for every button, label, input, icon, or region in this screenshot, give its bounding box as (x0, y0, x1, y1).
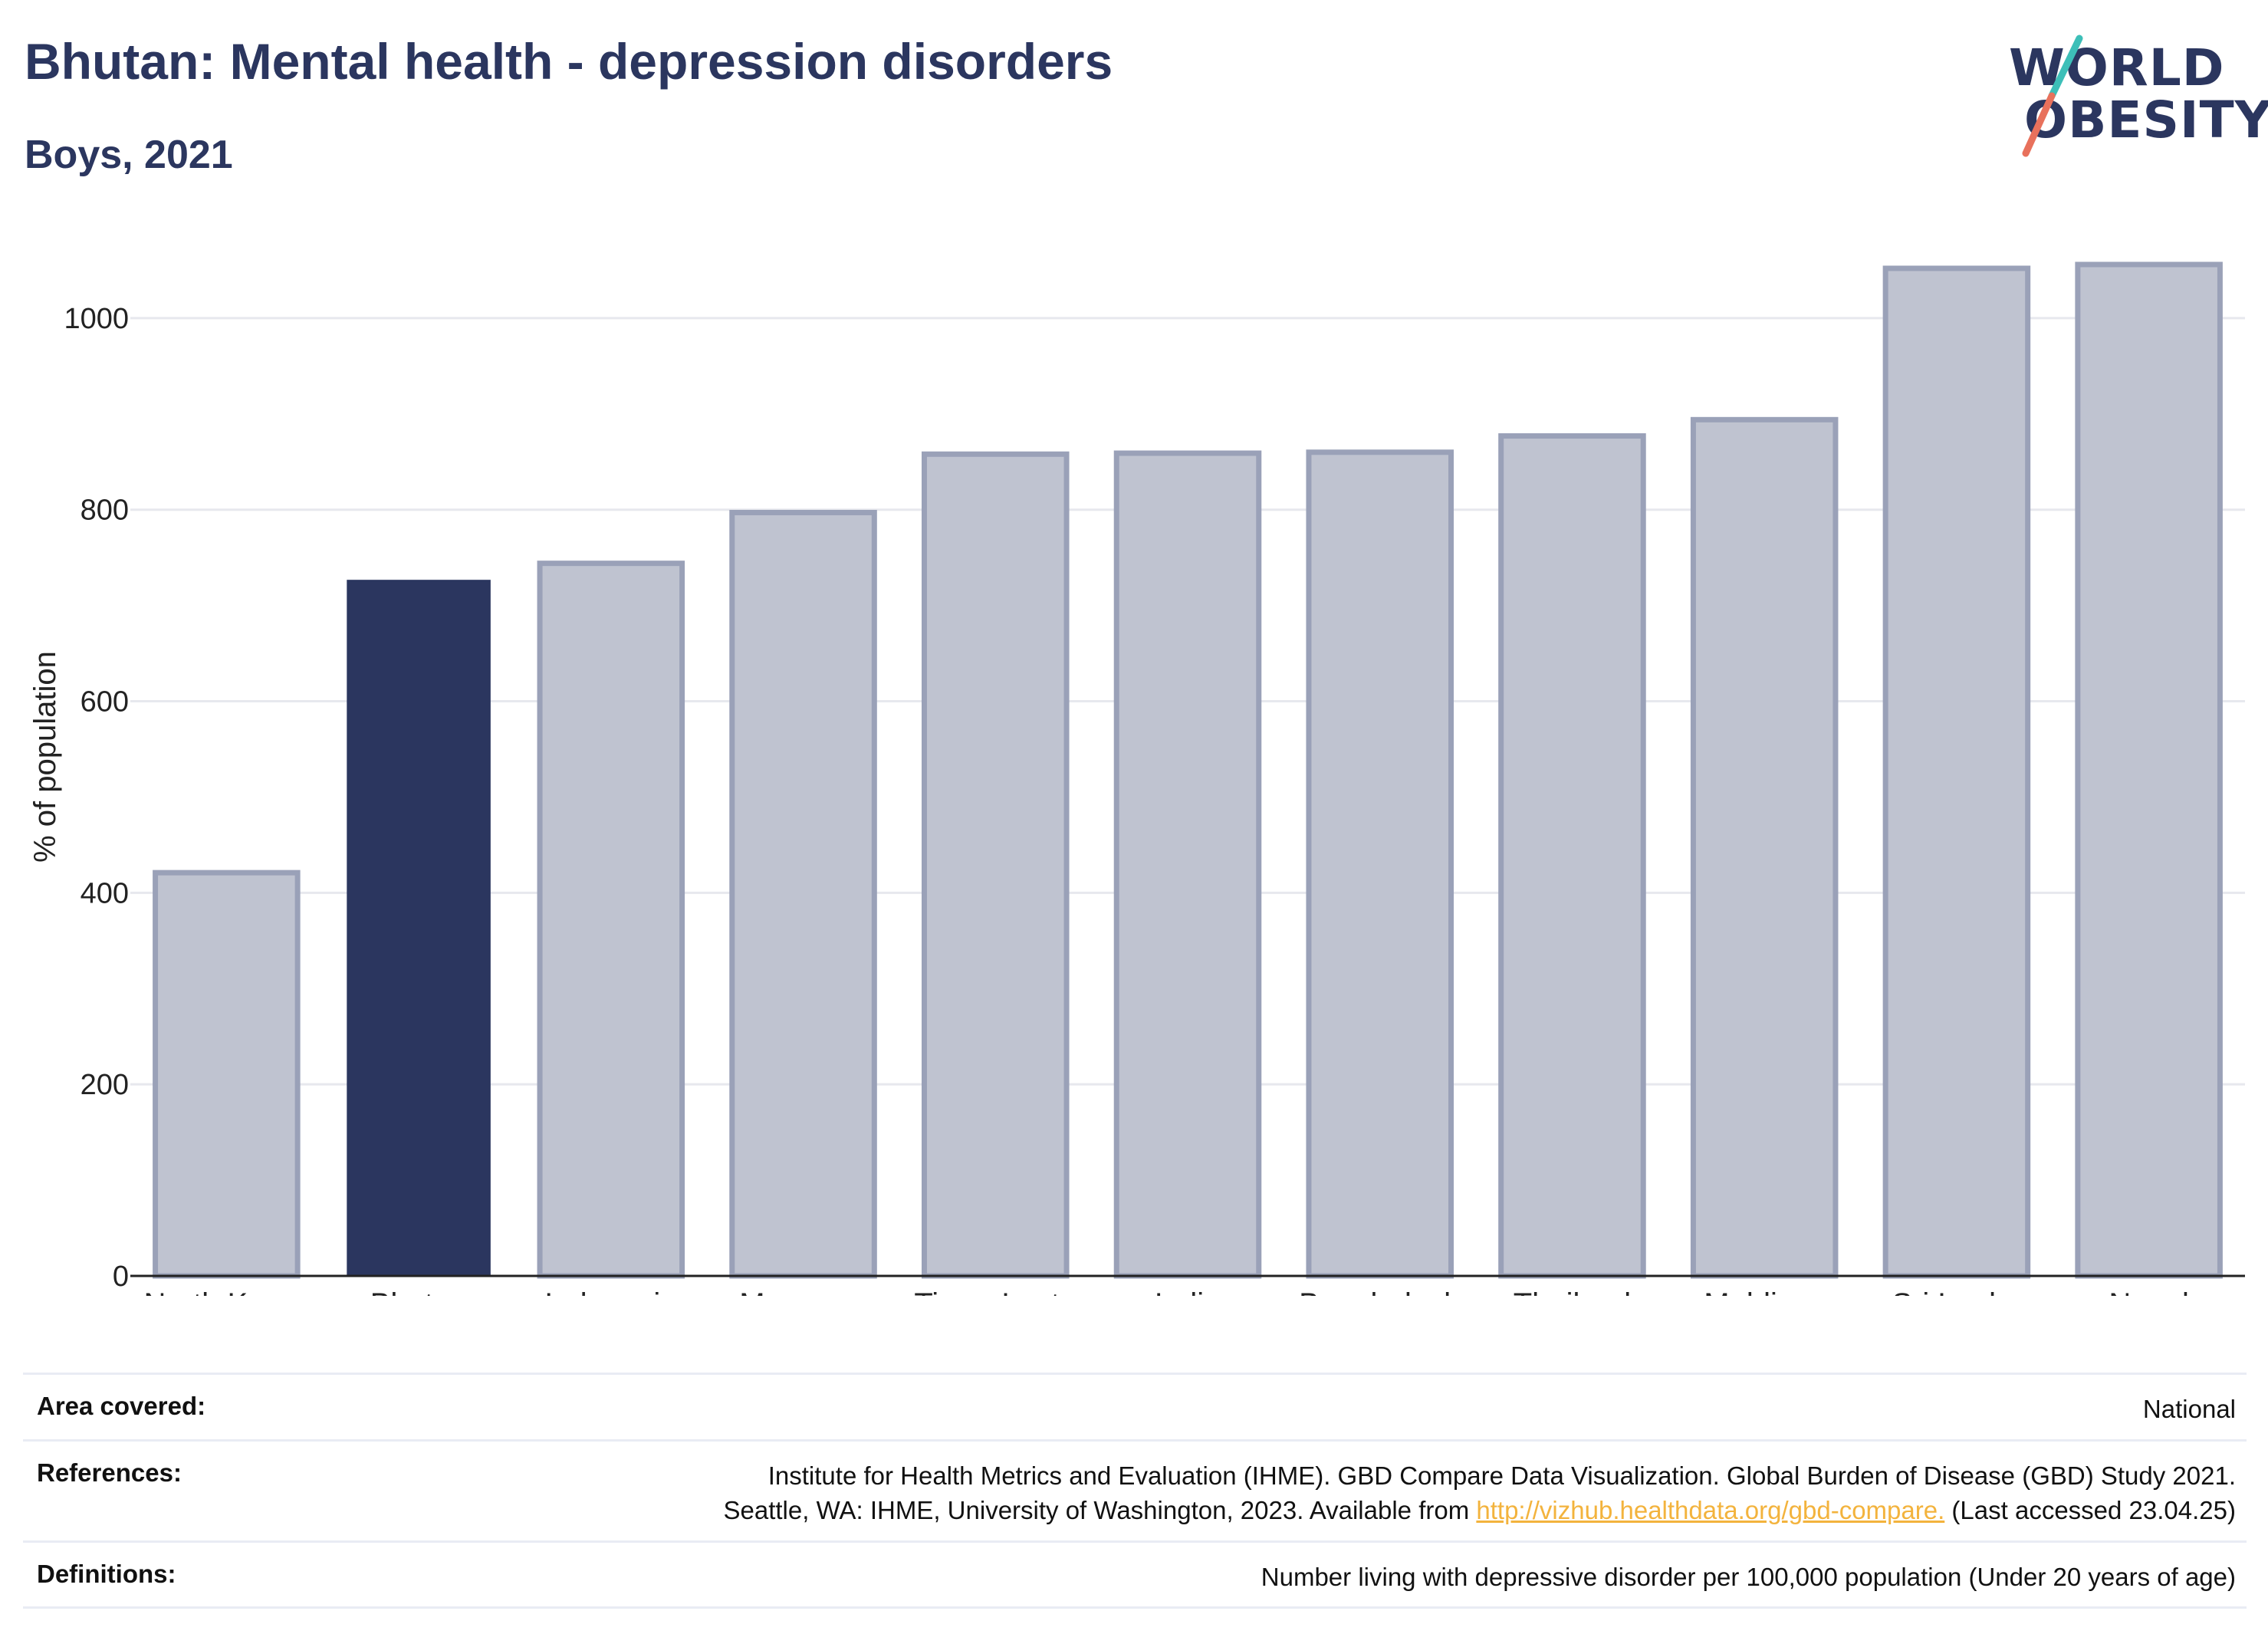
y-tick-label: 600 (81, 686, 129, 718)
x-tick-label: Timor-Leste (914, 1287, 1076, 1296)
x-tick-label: Bhutan (370, 1287, 468, 1296)
logo-slash-icon (2022, 35, 2083, 157)
bar-myanmar (729, 509, 877, 1279)
y-axis-title: % of population (28, 651, 62, 863)
x-tick-label: Bangladesh (1299, 1287, 1461, 1296)
bar-india (1113, 450, 1262, 1279)
x-tick-label: Sri Lanka (1892, 1287, 2022, 1296)
x-tick-label: Myanmar (739, 1287, 867, 1296)
page-subtitle: Boys, 2021 (25, 133, 233, 177)
x-tick-label: India (1155, 1287, 1221, 1296)
x-tick-label: Indonesia (544, 1287, 678, 1296)
footer-row-definitions: Definitions: Number living with depressi… (23, 1540, 2247, 1609)
bar-sri-lanka (1882, 265, 2031, 1279)
y-tick-label: 1000 (64, 303, 129, 335)
references-line-2-start: Seattle, WA: IHME, University of Washing… (723, 1496, 1477, 1525)
references-link[interactable]: http://vizhub.healthdata.org/gbd-compare… (1476, 1496, 1945, 1525)
x-tick-label: Nepal (2109, 1287, 2189, 1296)
area-covered-label: Area covered: (37, 1392, 206, 1420)
bar-bhutan (347, 580, 491, 1277)
bar-bangladesh (1306, 449, 1454, 1279)
page-title: Bhutan: Mental health - depression disor… (25, 33, 1113, 90)
logo-word-obesity: OBESITY (2024, 90, 2268, 150)
bar-north-korea (153, 870, 301, 1279)
y-tick-label: 200 (81, 1069, 129, 1101)
world-obesity-logo: WORLD OBESITY (1994, 23, 2268, 169)
x-tick-label: Thailand (1514, 1287, 1631, 1296)
bar-chart: 0 200 400 600 800 1000 % of population North Ko… (28, 261, 2245, 1296)
bar-nepal (2075, 261, 2223, 1279)
references-line-2-end: (Last accessed 23.04.25) (1944, 1496, 2236, 1525)
x-tick-label: North Korea (144, 1287, 310, 1296)
bar-thailand (1498, 433, 1646, 1279)
logo-word-world: WORLD (2009, 38, 2225, 97)
definitions-value: Number living with depressive disorder p… (1261, 1562, 2236, 1591)
x-tick-label: Maldives (1704, 1287, 1825, 1296)
y-tick-label: 800 (81, 495, 129, 527)
bar-indonesia (537, 561, 685, 1279)
footer-row-area: Area covered: National (23, 1373, 2247, 1439)
references-value: Institute for Health Metrics and Evaluat… (724, 1458, 2237, 1528)
references-line-1: Institute for Health Metrics and Evaluat… (768, 1461, 2236, 1490)
bar-maldives (1690, 416, 1839, 1279)
area-covered-value: National (2142, 1395, 2236, 1423)
footer-row-references: References: Institute for Health Metrics… (23, 1438, 2247, 1540)
y-tick-label: 400 (81, 877, 129, 909)
y-tick-label: 0 (113, 1261, 129, 1293)
bar-timor-leste (922, 451, 1070, 1279)
references-label: References: (37, 1458, 182, 1487)
chart-footer: Area covered: National References: Insti… (23, 1373, 2247, 1609)
definitions-label: Definitions: (37, 1559, 176, 1588)
